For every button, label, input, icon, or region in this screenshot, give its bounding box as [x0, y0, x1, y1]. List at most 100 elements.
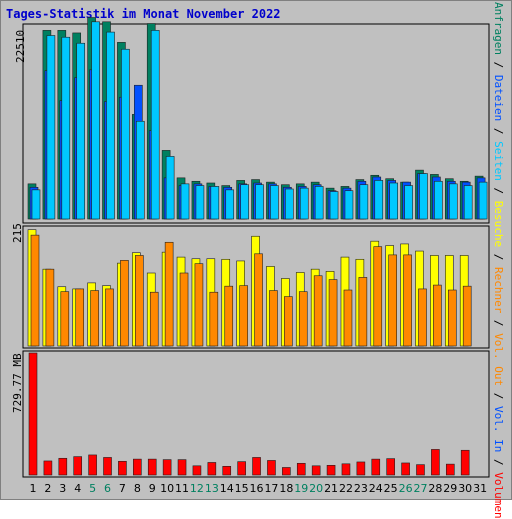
bar-volumen-day-25 — [386, 458, 395, 476]
bar-rechner-day-11 — [179, 272, 189, 347]
bar-seiten-day-17 — [270, 185, 279, 220]
bar-volumen-day-30 — [460, 449, 470, 476]
bar-seiten-day-12 — [195, 185, 205, 220]
bar-rechner-day-14 — [224, 285, 234, 347]
tick-label-day-23: 23 — [354, 482, 368, 495]
bar-volumen-day-9 — [147, 458, 157, 476]
bar-seiten-day-26 — [404, 185, 413, 220]
tick-label-day-12: 12 — [190, 482, 204, 495]
bar-rechner-day-28 — [433, 284, 442, 347]
panel-frame-1 — [22, 23, 490, 224]
bar-volumen-day-19 — [296, 462, 306, 476]
chart-svg: 1 2 3 4 5 6 7 8 9 10 11 12 13 14 15 16 17 18 19 20 21 22 23 24 2… — [22, 17, 490, 495]
tick-label-day-31: 31 — [473, 482, 487, 495]
bar-rechner-day-16 — [254, 253, 263, 347]
bar-rechner-day-24 — [373, 246, 383, 347]
bar-rechner-day-29 — [447, 289, 457, 347]
bar-seiten-day-27 — [419, 173, 428, 220]
bar-rechner-day-8 — [135, 255, 144, 347]
tick-label-day-14: 14 — [220, 482, 234, 495]
tick-label-day-8: 8 — [134, 482, 141, 495]
bar-volumen-day-17 — [267, 460, 276, 476]
bar-rechner-day-22 — [343, 289, 353, 347]
tick-label-day-27: 27 — [413, 482, 427, 495]
bar-rechner-day-1 — [30, 234, 40, 347]
bar-seiten-day-16 — [255, 184, 264, 220]
panel-frame-2 — [22, 225, 490, 349]
bar-rechner-day-23 — [358, 277, 368, 347]
bar-rechner-day-27 — [418, 288, 427, 347]
bar-volumen-day-22 — [341, 463, 351, 476]
bar-volumen-day-28 — [431, 449, 440, 476]
bar-volumen-day-15 — [237, 461, 246, 476]
bar-volumen-day-13 — [207, 462, 217, 476]
bar-seiten-day-18 — [285, 188, 294, 220]
bar-volumen-day-5 — [88, 454, 97, 476]
bar-rechner-day-20 — [313, 275, 323, 347]
bar-volumen-day-3 — [58, 457, 68, 476]
bar-rechner-day-12 — [194, 263, 204, 347]
tick-label-day-19: 19 — [294, 482, 308, 495]
bar-rechner-day-13 — [209, 291, 219, 347]
bar-volumen-day-7 — [118, 460, 127, 476]
bar-volumen-day-2 — [43, 460, 53, 476]
bar-rechner-day-21 — [328, 279, 338, 347]
bar-rechner-day-7 — [120, 260, 129, 347]
tick-label-day-13: 13 — [205, 482, 219, 495]
tick-label-day-10: 10 — [160, 482, 174, 495]
tick-label-day-7: 7 — [119, 482, 126, 495]
bar-seiten-day-24 — [374, 180, 384, 220]
tick-label-day-9: 9 — [149, 482, 156, 495]
tick-label-day-26: 26 — [399, 482, 413, 495]
bar-seiten-day-29 — [448, 183, 458, 220]
panel-frame-3 — [22, 350, 490, 478]
bar-seiten-day-5 — [91, 21, 100, 220]
bar-seiten-day-8 — [136, 120, 145, 220]
bar-seiten-day-10 — [165, 156, 175, 220]
bar-seiten-day-20 — [314, 186, 324, 220]
bar-seiten-day-1 — [31, 189, 41, 220]
tick-label-day-11: 11 — [175, 482, 189, 495]
bar-rechner-day-5 — [90, 290, 99, 347]
bar-volumen-day-26 — [401, 462, 410, 476]
bar-seiten-day-30 — [463, 185, 473, 220]
bar-rechner-day-9 — [149, 291, 159, 347]
bar-seiten-day-4 — [76, 42, 86, 220]
bar-volumen-day-16 — [252, 457, 261, 476]
bar-volumen-day-21 — [326, 465, 336, 476]
bar-volumen-day-24 — [371, 458, 381, 476]
bar-volumen-day-12 — [192, 465, 202, 476]
bar-volumen-day-14 — [222, 466, 232, 476]
tick-label-day-28: 28 — [428, 482, 442, 495]
bar-rechner-day-2 — [45, 268, 55, 347]
tick-label-day-24: 24 — [369, 482, 383, 495]
chart-title: Tages-Statistik im Monat November 2022 — [6, 7, 281, 21]
tick-label-day-29: 29 — [443, 482, 457, 495]
bar-volumen-day-4 — [73, 456, 83, 476]
bar-seiten-day-7 — [121, 48, 130, 220]
tick-label-day-1: 1 — [30, 482, 37, 495]
bar-seiten-day-31 — [478, 181, 488, 220]
bar-volumen-day-27 — [416, 464, 425, 476]
bar-seiten-day-9 — [150, 30, 160, 220]
bar-rechner-day-17 — [269, 290, 278, 347]
tick-label-day-5: 5 — [89, 482, 96, 495]
bar-rechner-day-3 — [60, 291, 70, 347]
bar-seiten-day-6 — [106, 31, 115, 220]
bar-seiten-day-14 — [225, 189, 235, 220]
bar-seiten-day-15 — [240, 184, 249, 220]
bar-seiten-day-2 — [46, 35, 56, 220]
bar-seiten-day-23 — [359, 184, 369, 220]
bar-volumen-day-1 — [28, 352, 38, 476]
bar-rechner-day-25 — [388, 254, 397, 347]
bar-volumen-day-6 — [103, 457, 112, 476]
bar-seiten-day-13 — [210, 186, 220, 220]
bar-volumen-day-23 — [356, 461, 366, 476]
bar-seiten-day-11 — [180, 183, 190, 220]
tick-label-day-6: 6 — [104, 482, 111, 495]
bar-rechner-day-4 — [75, 288, 85, 347]
bar-seiten-day-25 — [389, 182, 398, 220]
bar-volumen-day-18 — [282, 467, 291, 476]
bar-rechner-day-10 — [164, 241, 174, 347]
bar-volumen-day-10 — [162, 459, 172, 476]
